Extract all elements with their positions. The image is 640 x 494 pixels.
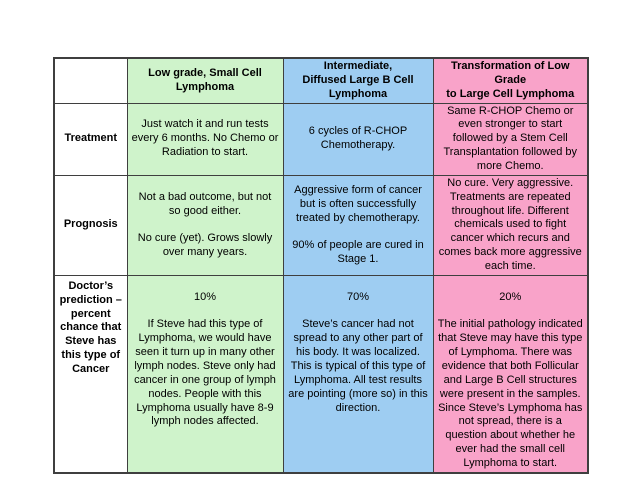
treatment-low-grade-cell: Just watch it and run tests every 6 mont… [126,102,284,176]
prognosis-transformation-cell: No cure. Very aggressive. Treatments are… [432,174,589,276]
corner-cell [53,57,128,104]
column-header-intermediate: Intermediate, Diffused Large B Cell Lymp… [282,57,434,104]
header-row: Low grade, Small Cell Lymphoma Intermedi… [53,57,589,104]
prognosis-row: Prognosis Not a bad outcome, but not so … [53,174,589,276]
treatment-row: Treatment Just watch it and run tests ev… [53,102,589,176]
lymphoma-comparison-table: Low grade, Small Cell Lymphoma Intermedi… [53,57,589,474]
treatment-transformation-cell: Same R-CHOP Chemo or even stronger to st… [432,102,589,176]
column-header-low-grade: Low grade, Small Cell Lymphoma [126,57,284,104]
treatment-intermediate-cell: 6 cycles of R-CHOP Chemotherapy. [282,102,434,176]
prediction-low-grade-cell: 10% If Steve had this type of Lymphoma, … [126,274,284,474]
prediction-intermediate-cell: 70% Steve’s cancer had not spread to any… [282,274,434,474]
column-header-transformation: Transformation of Low Grade to Large Cel… [432,57,589,104]
prognosis-low-grade-cell: Not a bad outcome, but not so good eithe… [126,174,284,276]
row-label-treatment: Treatment [53,102,128,176]
row-label-doctors-prediction: Doctor’s prediction – percent chance tha… [53,274,128,474]
doctors-prediction-row: Doctor’s prediction – percent chance tha… [53,274,589,474]
prediction-transformation-cell: 20% The initial pathology indicated that… [432,274,589,474]
prognosis-intermediate-cell: Aggressive form of cancer but is often s… [282,174,434,276]
row-label-prognosis: Prognosis [53,174,128,276]
